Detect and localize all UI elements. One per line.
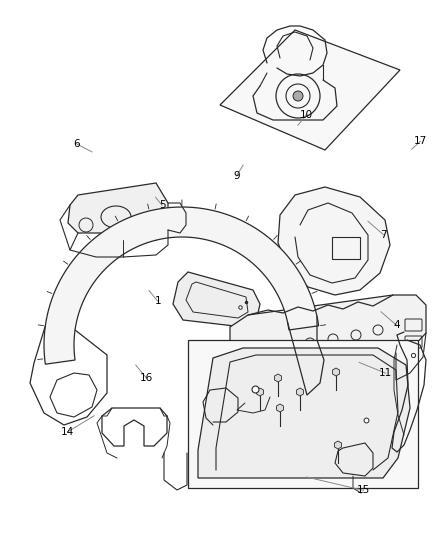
Polygon shape [240, 375, 270, 403]
Polygon shape [275, 374, 282, 382]
Polygon shape [173, 272, 260, 327]
Polygon shape [198, 348, 410, 478]
FancyBboxPatch shape [188, 340, 418, 488]
Text: 4: 4 [393, 320, 400, 330]
Text: 5: 5 [159, 200, 166, 210]
Text: 9: 9 [233, 171, 240, 181]
Polygon shape [220, 30, 400, 150]
Polygon shape [332, 368, 339, 376]
Text: 6: 6 [73, 139, 80, 149]
Text: 11: 11 [379, 368, 392, 378]
Text: 15: 15 [357, 486, 370, 495]
Text: 17: 17 [414, 136, 427, 146]
Polygon shape [230, 295, 426, 367]
Polygon shape [44, 207, 319, 364]
Circle shape [293, 91, 303, 101]
Text: 14: 14 [61, 427, 74, 437]
Text: 1: 1 [154, 296, 161, 306]
Polygon shape [335, 441, 342, 449]
Polygon shape [276, 404, 283, 412]
Polygon shape [297, 388, 304, 396]
Polygon shape [68, 183, 168, 240]
Text: 7: 7 [380, 230, 387, 239]
Polygon shape [257, 388, 264, 396]
Text: 10: 10 [300, 110, 313, 119]
Text: 16: 16 [140, 374, 153, 383]
Polygon shape [278, 187, 390, 295]
Polygon shape [204, 435, 220, 453]
